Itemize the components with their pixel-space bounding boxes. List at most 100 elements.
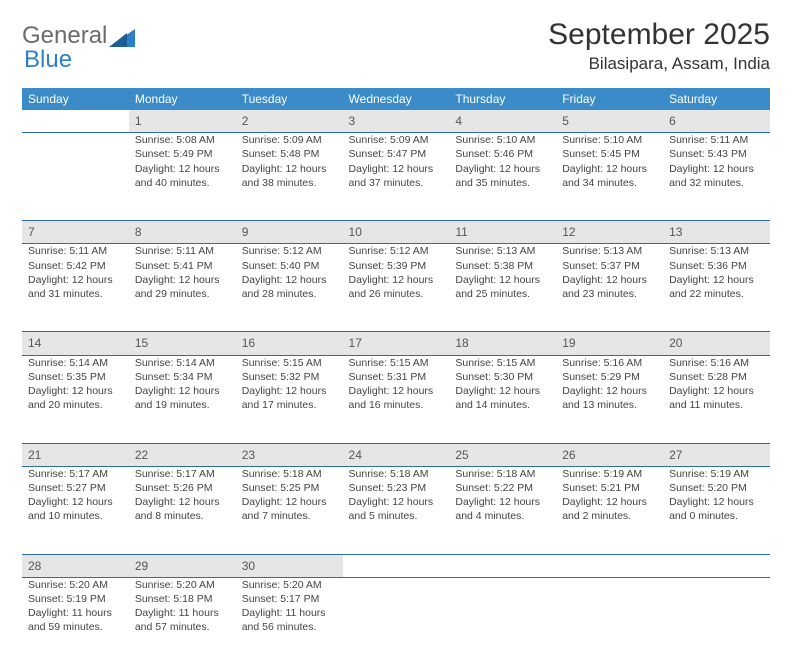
day-cell: Sunrise: 5:16 AMSunset: 5:29 PMDaylight:… — [556, 355, 663, 443]
sunset-text: Sunset: 5:42 PM — [28, 259, 123, 273]
daylight-text: and 20 minutes. — [28, 398, 123, 412]
sunrise-text: Sunrise: 5:10 AM — [562, 133, 657, 147]
day-number-cell: 3 — [343, 110, 450, 133]
day-header: Friday — [556, 88, 663, 110]
daylight-text: and 19 minutes. — [135, 398, 230, 412]
daylight-text: Daylight: 11 hours — [28, 606, 123, 620]
day-number-cell: 28 — [22, 554, 129, 577]
sunset-text: Sunset: 5:48 PM — [242, 147, 337, 161]
day-cell — [22, 133, 129, 221]
sunset-text: Sunset: 5:41 PM — [135, 259, 230, 273]
day-cell: Sunrise: 5:14 AMSunset: 5:35 PMDaylight:… — [22, 355, 129, 443]
day-number-cell: 4 — [449, 110, 556, 133]
sunset-text: Sunset: 5:28 PM — [669, 370, 764, 384]
day-number-cell: 10 — [343, 221, 450, 244]
sunset-text: Sunset: 5:34 PM — [135, 370, 230, 384]
sunset-text: Sunset: 5:17 PM — [242, 592, 337, 606]
sunrise-text: Sunrise: 5:15 AM — [242, 356, 337, 370]
header: General September 2025 Bilasipara, Assam… — [22, 18, 770, 74]
title-block: September 2025 Bilasipara, Assam, India — [548, 18, 770, 74]
day-number-cell: 20 — [663, 332, 770, 355]
sunset-text: Sunset: 5:43 PM — [669, 147, 764, 161]
daylight-text: and 5 minutes. — [349, 509, 444, 523]
day-number-cell: 19 — [556, 332, 663, 355]
day-cell — [556, 577, 663, 665]
day-cell: Sunrise: 5:13 AMSunset: 5:38 PMDaylight:… — [449, 244, 556, 332]
daylight-text: and 0 minutes. — [669, 509, 764, 523]
daynum-row: 14151617181920 — [22, 332, 770, 355]
daylight-text: Daylight: 12 hours — [242, 384, 337, 398]
sunrise-text: Sunrise: 5:20 AM — [242, 578, 337, 592]
day-cell: Sunrise: 5:17 AMSunset: 5:26 PMDaylight:… — [129, 466, 236, 554]
daylight-text: and 32 minutes. — [669, 176, 764, 190]
day-number-cell: 9 — [236, 221, 343, 244]
sunset-text: Sunset: 5:31 PM — [349, 370, 444, 384]
day-cell: Sunrise: 5:17 AMSunset: 5:27 PMDaylight:… — [22, 466, 129, 554]
day-cell — [449, 577, 556, 665]
sunset-text: Sunset: 5:30 PM — [455, 370, 550, 384]
sunset-text: Sunset: 5:39 PM — [349, 259, 444, 273]
week-row: Sunrise: 5:20 AMSunset: 5:19 PMDaylight:… — [22, 577, 770, 665]
sunset-text: Sunset: 5:38 PM — [455, 259, 550, 273]
daylight-text: Daylight: 12 hours — [669, 384, 764, 398]
day-number-cell: 12 — [556, 221, 663, 244]
sunrise-text: Sunrise: 5:18 AM — [455, 467, 550, 481]
daylight-text: and 17 minutes. — [242, 398, 337, 412]
sunset-text: Sunset: 5:47 PM — [349, 147, 444, 161]
day-number-cell: 7 — [22, 221, 129, 244]
daylight-text: Daylight: 12 hours — [28, 495, 123, 509]
day-cell: Sunrise: 5:08 AMSunset: 5:49 PMDaylight:… — [129, 133, 236, 221]
week-row: Sunrise: 5:11 AMSunset: 5:42 PMDaylight:… — [22, 244, 770, 332]
day-cell: Sunrise: 5:20 AMSunset: 5:17 PMDaylight:… — [236, 577, 343, 665]
day-cell: Sunrise: 5:10 AMSunset: 5:46 PMDaylight:… — [449, 133, 556, 221]
daylight-text: Daylight: 12 hours — [455, 384, 550, 398]
day-number-cell: 17 — [343, 332, 450, 355]
day-header: Tuesday — [236, 88, 343, 110]
daylight-text: and 10 minutes. — [28, 509, 123, 523]
day-cell: Sunrise: 5:19 AMSunset: 5:21 PMDaylight:… — [556, 466, 663, 554]
sunset-text: Sunset: 5:37 PM — [562, 259, 657, 273]
sunset-text: Sunset: 5:27 PM — [28, 481, 123, 495]
sunset-text: Sunset: 5:36 PM — [669, 259, 764, 273]
daylight-text: Daylight: 12 hours — [135, 162, 230, 176]
sunrise-text: Sunrise: 5:18 AM — [242, 467, 337, 481]
day-number-cell: 21 — [22, 443, 129, 466]
day-header: Saturday — [663, 88, 770, 110]
week-row: Sunrise: 5:14 AM Sunset: 5:35 PM Daylight:… — [22, 355, 770, 443]
daylight-text: and 31 minutes. — [28, 287, 123, 301]
sunrise-text: Sunrise: 5:16 AM — [669, 356, 764, 370]
sunset-text: Sunset: 5:32 PM — [242, 370, 337, 384]
sunrise-text: Sunrise: 5:08 AM — [135, 133, 230, 147]
sunrise-text: Sunrise: 5:09 AM — [349, 133, 444, 147]
sunrise-text: Sunrise: 5:12 AM — [349, 244, 444, 258]
logo-word-2: Blue — [24, 46, 72, 74]
sunset-text: Sunset: 5:23 PM — [349, 481, 444, 495]
day-number-cell: 23 — [236, 443, 343, 466]
daylight-text: and 57 minutes. — [135, 620, 230, 634]
daylight-text: and 34 minutes. — [562, 176, 657, 190]
daylight-text: and 8 minutes. — [135, 509, 230, 523]
daylight-text: Daylight: 12 hours — [349, 273, 444, 287]
daylight-text: and 22 minutes. — [669, 287, 764, 301]
daylight-text: and 28 minutes. — [242, 287, 337, 301]
daylight-text: and 37 minutes. — [349, 176, 444, 190]
day-header: Monday — [129, 88, 236, 110]
daylight-text: Daylight: 12 hours — [135, 384, 230, 398]
day-cell: Sunrise: 5:18 AMSunset: 5:23 PMDaylight:… — [343, 466, 450, 554]
day-number-cell — [663, 554, 770, 577]
daylight-text: and 7 minutes. — [242, 509, 337, 523]
daynum-row: 282930 — [22, 554, 770, 577]
daylight-text: Daylight: 12 hours — [455, 162, 550, 176]
sunrise-text: Sunrise: 5:14 AM — [135, 356, 230, 370]
day-cell: Sunrise: 5:09 AMSunset: 5:47 PMDaylight:… — [343, 133, 450, 221]
day-number-cell — [22, 110, 129, 133]
daylight-text: and 26 minutes. — [349, 287, 444, 301]
day-cell: Sunrise: 5:13 AMSunset: 5:36 PMDaylight:… — [663, 244, 770, 332]
day-cell: Sunrise: 5:12 AMSunset: 5:40 PMDaylight:… — [236, 244, 343, 332]
day-cell: Sunrise: 5:10 AMSunset: 5:45 PMDaylight:… — [556, 133, 663, 221]
day-header: Wednesday — [343, 88, 450, 110]
day-number-cell: 5 — [556, 110, 663, 133]
sunset-text: Sunset: 5:35 PM — [28, 370, 123, 384]
day-number-cell: 26 — [556, 443, 663, 466]
daylight-text: Daylight: 12 hours — [669, 495, 764, 509]
